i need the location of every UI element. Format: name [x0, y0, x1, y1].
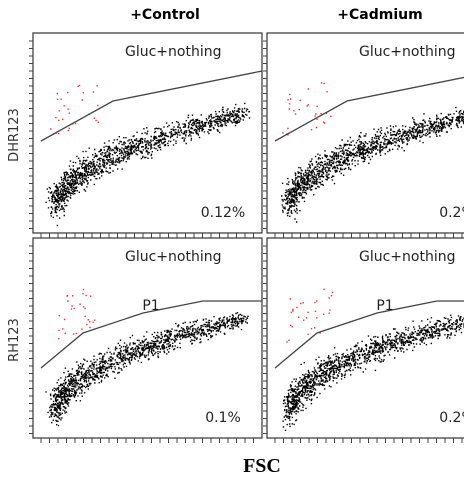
percent-label: 0.12%: [201, 205, 245, 221]
gate-line: [274, 300, 464, 369]
panel-frame: [266, 237, 464, 439]
axis-ticks: [263, 245, 463, 443]
gate-line: [40, 70, 263, 142]
event-dots: [281, 106, 464, 223]
gate-line: [274, 76, 464, 142]
percent-label: 0.2%: [439, 205, 464, 221]
gate-label: P1: [376, 298, 393, 314]
panel-label: Gluc+nothing: [125, 44, 222, 60]
axis-ticks: [29, 40, 254, 238]
column-header: +Cadmium: [337, 7, 422, 23]
percent-label: 0.1%: [205, 410, 241, 426]
percent-label: 0.2%: [439, 410, 464, 426]
row-label: DHR123: [7, 108, 22, 162]
axis-ticks: [29, 245, 254, 443]
panel-frame: [32, 237, 263, 439]
gate-label: P1: [142, 298, 159, 314]
gate-line: [40, 300, 262, 369]
panel-label: Gluc+nothing: [359, 44, 456, 60]
axis-ticks: [263, 40, 463, 238]
gated-dots: [58, 288, 96, 340]
x-axis-label: FSC: [243, 455, 281, 477]
row-label: RH123: [7, 318, 22, 362]
panel-label: Gluc+nothing: [125, 249, 222, 265]
column-header: +Control: [130, 7, 200, 23]
panel-label: Gluc+nothing: [359, 249, 456, 265]
event-dots: [45, 102, 251, 227]
panel-frame: [266, 32, 464, 234]
